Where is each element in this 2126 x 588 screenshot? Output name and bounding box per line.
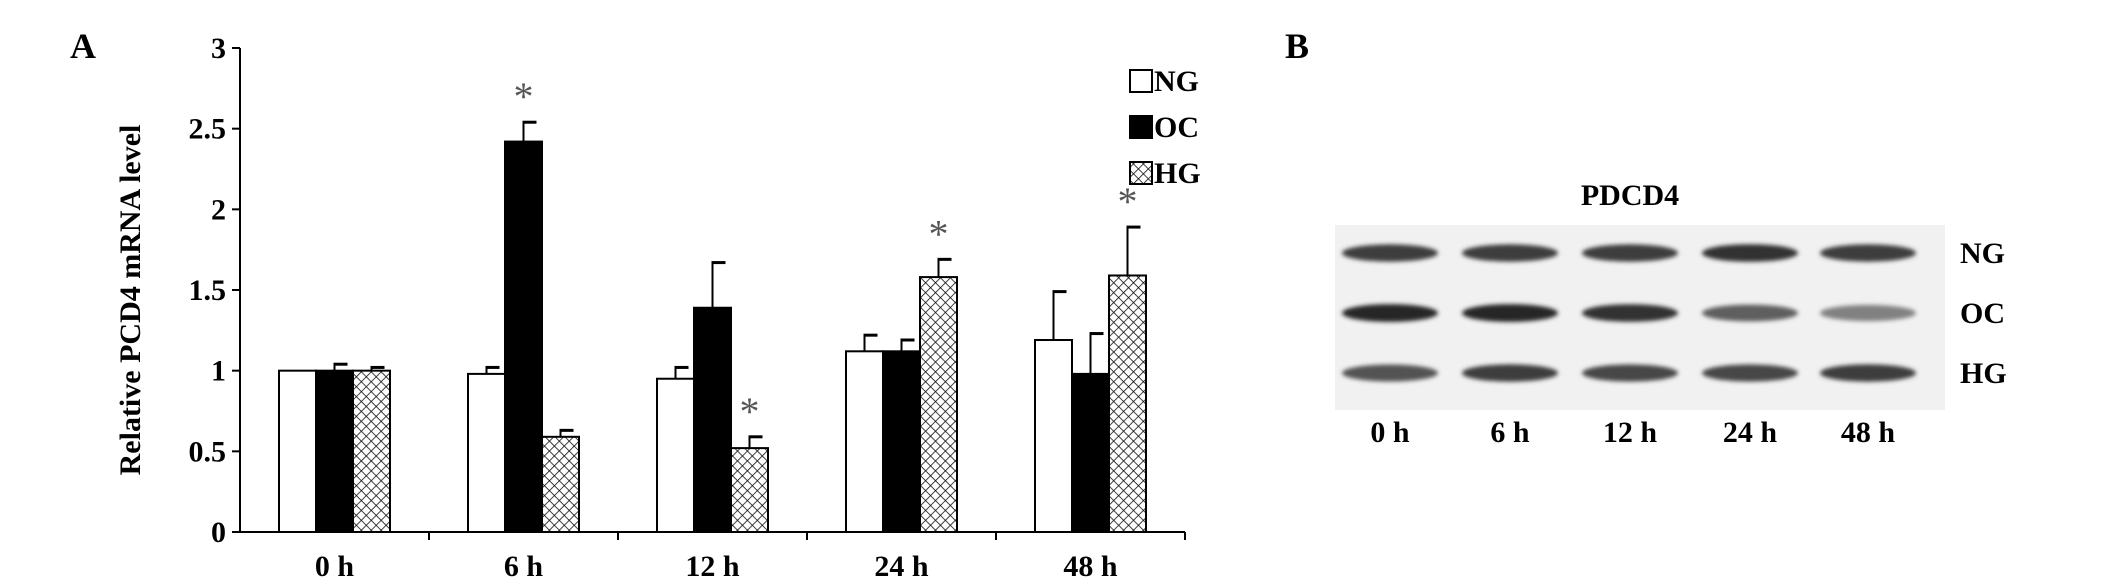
blot-band-ng bbox=[1820, 244, 1916, 262]
blot-lane-label: 12 h bbox=[1603, 416, 1658, 449]
x-tick-label: 24 h bbox=[874, 550, 929, 583]
bar-chart: 0 0.5 1 1.5 2 2.5 3 0 h 6 h 12 h 24 h 48 h * * * * bbox=[189, 32, 1186, 583]
blot-row-label: OC bbox=[1960, 297, 2005, 330]
bar-ng bbox=[278, 369, 317, 533]
blot-band-oc bbox=[1582, 304, 1678, 322]
blot-band-ng bbox=[1582, 244, 1678, 262]
bar-oc bbox=[882, 350, 921, 533]
blot-lane-label: 48 h bbox=[1841, 416, 1896, 449]
significance-star: * bbox=[514, 74, 534, 119]
blot-band-hg bbox=[1702, 364, 1798, 382]
blot-band-ng bbox=[1702, 244, 1798, 262]
bar-ng bbox=[467, 372, 506, 534]
x-tick-label: 12 h bbox=[685, 550, 740, 583]
bar-hg bbox=[541, 435, 580, 533]
blot-band-hg bbox=[1342, 364, 1438, 382]
legend-swatch-ng bbox=[1129, 69, 1153, 93]
blot-band-oc bbox=[1462, 304, 1558, 322]
blot-band-oc bbox=[1702, 304, 1798, 322]
significance-star: * bbox=[740, 389, 760, 434]
legend-label: NG bbox=[1154, 65, 1199, 98]
blot-lane-label: 6 h bbox=[1490, 416, 1530, 449]
blot-band-oc bbox=[1342, 304, 1438, 322]
blot-band-ng bbox=[1342, 244, 1438, 262]
y-tick-label: 2 bbox=[211, 193, 226, 226]
legend: NG OC HG bbox=[1129, 65, 1201, 190]
bar-oc bbox=[1071, 372, 1110, 534]
bars bbox=[278, 120, 1147, 534]
x-axis-ticks: 0 h 6 h 12 h 24 h 48 h bbox=[315, 532, 1186, 583]
blot-title: PDCD4 bbox=[1581, 179, 1679, 212]
blot-band-hg bbox=[1462, 364, 1558, 382]
western-blot: PDCD4 NG OC HG 0 h 6 h 12 h 24 h 48 h bbox=[1335, 179, 2007, 449]
legend-swatch-oc bbox=[1129, 115, 1153, 139]
bar-oc bbox=[315, 369, 354, 533]
panel-b-letter: B bbox=[1285, 26, 1309, 66]
blot-band-hg bbox=[1582, 364, 1678, 382]
y-axis-label: Relative PCD4 mRNA level bbox=[114, 125, 147, 476]
y-tick-label: 0.5 bbox=[189, 435, 227, 468]
x-tick-label: 0 h bbox=[315, 550, 355, 583]
bar-oc bbox=[504, 140, 543, 533]
legend-label: HG bbox=[1154, 157, 1201, 190]
bar-ng bbox=[656, 377, 695, 533]
y-tick-label: 1 bbox=[211, 355, 226, 388]
y-tick-label: 3 bbox=[211, 32, 226, 65]
bar-ng bbox=[1034, 339, 1073, 533]
significance-star: * bbox=[1118, 179, 1138, 224]
bar-hg bbox=[352, 369, 391, 533]
blot-band-oc bbox=[1820, 304, 1916, 322]
y-tick-label: 0 bbox=[211, 516, 226, 549]
bar-hg bbox=[730, 447, 769, 533]
bar-oc bbox=[693, 306, 732, 533]
bar-hg bbox=[919, 276, 958, 533]
y-axis-ticks: 0 0.5 1 1.5 2 2.5 3 bbox=[189, 32, 240, 549]
blot-row-label: HG bbox=[1960, 357, 2007, 390]
y-tick-label: 1.5 bbox=[189, 274, 227, 307]
blot-lane-label: 0 h bbox=[1370, 416, 1410, 449]
blot-lane-label: 24 h bbox=[1723, 416, 1778, 449]
x-tick-label: 6 h bbox=[504, 550, 544, 583]
blot-band-hg bbox=[1820, 364, 1916, 382]
x-tick-label: 48 h bbox=[1063, 550, 1118, 583]
legend-swatch-hg bbox=[1129, 161, 1153, 185]
y-tick-label: 2.5 bbox=[189, 113, 227, 146]
bar-hg bbox=[1108, 274, 1147, 533]
blot-band-ng bbox=[1462, 244, 1558, 262]
legend-label: OC bbox=[1154, 111, 1199, 144]
panel-a-letter: A bbox=[70, 26, 96, 66]
significance-marks: * * * * bbox=[514, 74, 1138, 434]
significance-star: * bbox=[929, 211, 949, 256]
blot-row-label: NG bbox=[1960, 237, 2005, 270]
bar-ng bbox=[845, 350, 884, 533]
